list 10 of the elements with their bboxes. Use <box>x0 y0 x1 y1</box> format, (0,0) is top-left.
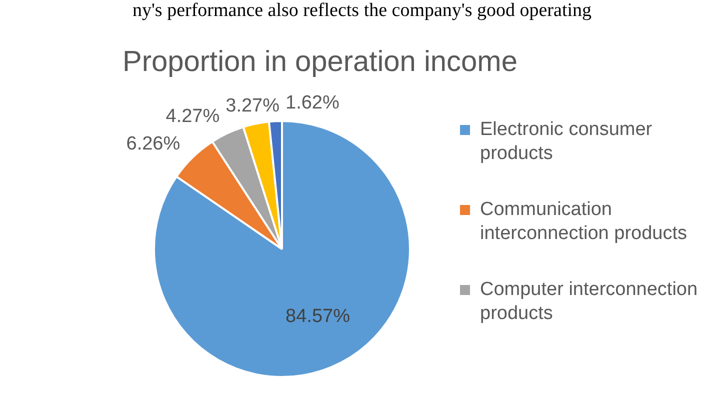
data-label: 3.27% <box>226 95 280 116</box>
data-label: 84.57% <box>286 306 350 328</box>
data-label: 6.26% <box>126 134 180 155</box>
text: ny's performance also reflects the company's good operating <box>132 0 592 22</box>
chart-title: Proportion in operation income <box>122 46 518 79</box>
legend-label: Communication interconnection products <box>480 198 688 246</box>
data-label: 4.27% <box>166 106 220 128</box>
legend-label: Electronic consumer products <box>480 118 654 166</box>
legend-label: Computer interconnection products <box>480 278 699 326</box>
data-label: 1.62% <box>285 92 340 114</box>
